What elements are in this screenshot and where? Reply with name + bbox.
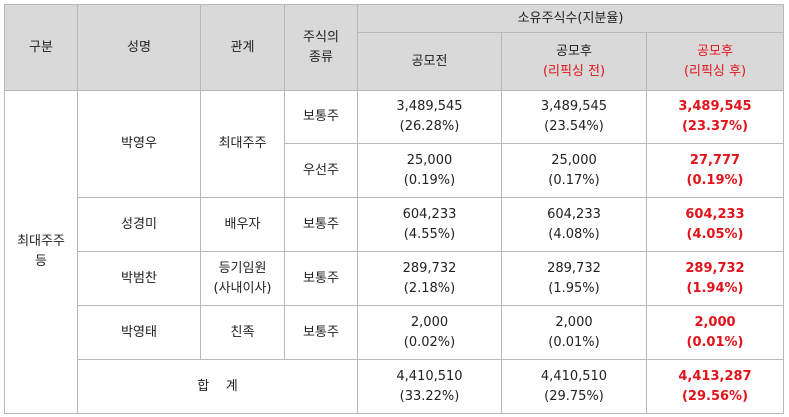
header-after-ipo-note: (리픽싱 전) bbox=[542, 63, 606, 79]
header-after-ipo: 공모후 (리픽싱 전) bbox=[501, 32, 647, 91]
post-cell: 25,000 (0.17%) bbox=[501, 143, 647, 198]
refix-pct: (4.05%) bbox=[686, 226, 744, 242]
pre-cell: 25,000 (0.19%) bbox=[357, 143, 502, 198]
type-cell: 보통주 bbox=[284, 197, 358, 252]
post-shares: 2,000 bbox=[555, 314, 593, 330]
pre-pct: (2.18%) bbox=[403, 280, 456, 296]
header-category: 구분 bbox=[4, 4, 78, 91]
refix-shares: 289,732 bbox=[685, 260, 745, 276]
post-shares: 25,000 bbox=[551, 152, 597, 168]
name-cell: 박영우 bbox=[77, 90, 201, 198]
pre-shares: 3,489,545 bbox=[396, 99, 463, 114]
header-relation: 관계 bbox=[200, 4, 285, 91]
total-label: 합 계 bbox=[77, 359, 358, 414]
pre-cell: 289,732 (2.18%) bbox=[357, 251, 502, 306]
total-refix-shares: 4,413,287 bbox=[678, 368, 752, 384]
post-pct: (4.08%) bbox=[548, 226, 600, 242]
relation-label: 등기임원 (사내이사) bbox=[213, 260, 272, 296]
pre-cell: 604,233 (4.55%) bbox=[357, 197, 502, 252]
relation-cell: 배우자 bbox=[200, 197, 285, 252]
post-cell: 2,000 (0.01%) bbox=[501, 305, 647, 360]
refix-cell: 289,732 (1.94%) bbox=[646, 251, 784, 306]
header-holdings-title: 소유주식수(지분율) bbox=[357, 4, 784, 33]
post-pct: (23.54%) bbox=[544, 119, 604, 134]
pre-cell: 3,489,545 (26.28%) bbox=[357, 90, 502, 144]
refix-pct: (0.19%) bbox=[686, 172, 744, 188]
post-cell: 289,732 (1.95%) bbox=[501, 251, 647, 306]
total-pre-shares: 4,410,510 bbox=[396, 368, 463, 384]
refix-cell: 27,777 (0.19%) bbox=[646, 143, 784, 198]
refix-cell: 604,233 (4.05%) bbox=[646, 197, 784, 252]
refix-pct: (23.37%) bbox=[681, 119, 749, 134]
type-cell: 보통주 bbox=[284, 305, 358, 360]
pre-shares: 604,233 bbox=[402, 206, 457, 222]
post-pct: (0.17%) bbox=[548, 172, 600, 188]
total-pre-cell: 4,410,510 (33.22%) bbox=[357, 359, 502, 414]
shareholding-table: 구분 성명 관계 주식의 종류 소유주식수(지분율) 공모전 공모후 (리픽싱 … bbox=[4, 4, 784, 414]
total-post-cell: 4,410,510 (29.75%) bbox=[501, 359, 647, 414]
name-cell: 박영태 bbox=[77, 305, 201, 360]
total-row: 합 계 4,410,510 (33.22%) 4,410,510 (29.75%) … bbox=[5, 359, 784, 414]
post-shares: 289,732 bbox=[547, 260, 601, 276]
header-name: 성명 bbox=[77, 4, 201, 91]
pre-pct: (0.19%) bbox=[403, 172, 456, 188]
name-cell: 성경미 bbox=[77, 197, 201, 252]
name-cell: 박범찬 bbox=[77, 251, 201, 306]
pre-pct: (0.02%) bbox=[403, 334, 456, 350]
refix-pct: (0.01%) bbox=[686, 334, 744, 350]
header-before-ipo: 공모전 bbox=[357, 32, 502, 91]
header-stock-type: 주식의 종류 bbox=[284, 4, 358, 91]
shareholding-table-container: 구분 성명 관계 주식의 종류 소유주식수(지분율) 공모전 공모후 (리픽싱 … bbox=[4, 4, 784, 414]
table-row: 우선주 25,000 (0.19%) 25,000 (0.17%) 27,777 (0… bbox=[5, 143, 784, 198]
header-stock-type-line1: 주식의 종류 bbox=[303, 29, 339, 65]
post-cell: 3,489,545 (23.54%) bbox=[501, 90, 647, 144]
header-after-ipo-label: 공모후 bbox=[556, 43, 592, 59]
pre-shares: 25,000 bbox=[406, 152, 453, 168]
refix-shares: 2,000 bbox=[694, 314, 736, 330]
post-shares: 604,233 bbox=[547, 206, 601, 222]
table-row: 최대주주 등 박영우 최대주주 보통주 3,489,545 (26.28%) 3,… bbox=[4, 90, 784, 414]
total-pre-pct: (33.22%) bbox=[399, 388, 460, 404]
refix-pct: (1.94%) bbox=[686, 280, 744, 296]
group-label: 최대주주 등 bbox=[17, 234, 65, 269]
type-cell: 보통주 bbox=[284, 90, 358, 144]
pre-shares: 2,000 bbox=[410, 314, 449, 330]
table-row: 박범찬 등기임원 (사내이사) 보통주 289,732 (2.18%) 289,7… bbox=[5, 251, 784, 306]
post-cell: 604,233 (4.08%) bbox=[501, 197, 647, 252]
pre-cell: 2,000 (0.02%) bbox=[357, 305, 502, 360]
total-post-pct: (29.75%) bbox=[544, 388, 604, 404]
relation-cell: 최대주주 bbox=[200, 90, 285, 198]
group-cell: 최대주주 등 bbox=[4, 90, 78, 414]
header-after-ipo-refix-note: (리픽싱 후) bbox=[683, 63, 747, 79]
pre-shares: 289,732 bbox=[402, 260, 457, 276]
table-row: 성경미 배우자 보통주 604,233 (4.55%) 604,233 (4.08%… bbox=[5, 197, 784, 252]
relation-cell: 친족 bbox=[200, 305, 285, 360]
refix-cell: 2,000 (0.01%) bbox=[646, 305, 784, 360]
type-cell: 우선주 bbox=[284, 143, 358, 198]
pre-pct: (4.55%) bbox=[403, 226, 456, 242]
total-post-shares: 4,410,510 bbox=[540, 368, 608, 384]
total-refix-cell: 4,413,287 (29.56%) bbox=[646, 359, 784, 414]
pre-pct: (26.28%) bbox=[399, 119, 460, 134]
refix-cell: 3,489,545 (23.37%) bbox=[646, 90, 784, 144]
table-row: 박영태 친족 보통주 2,000 (0.02%) 2,000 (0.01%) 2,0… bbox=[5, 305, 784, 360]
post-pct: (1.95%) bbox=[548, 280, 600, 296]
refix-shares: 27,777 bbox=[689, 152, 741, 168]
total-refix-pct: (29.56%) bbox=[681, 388, 749, 404]
type-cell: 보통주 bbox=[284, 251, 358, 306]
refix-shares: 604,233 bbox=[685, 206, 745, 222]
refix-shares: 3,489,545 bbox=[678, 99, 752, 114]
post-pct: (0.01%) bbox=[548, 334, 600, 350]
post-shares: 3,489,545 bbox=[540, 99, 608, 114]
header-after-ipo-refix-label: 공모후 bbox=[697, 43, 733, 59]
relation-cell: 등기임원 (사내이사) bbox=[200, 251, 285, 306]
header-after-ipo-refix: 공모후 (리픽싱 후) bbox=[646, 32, 784, 91]
